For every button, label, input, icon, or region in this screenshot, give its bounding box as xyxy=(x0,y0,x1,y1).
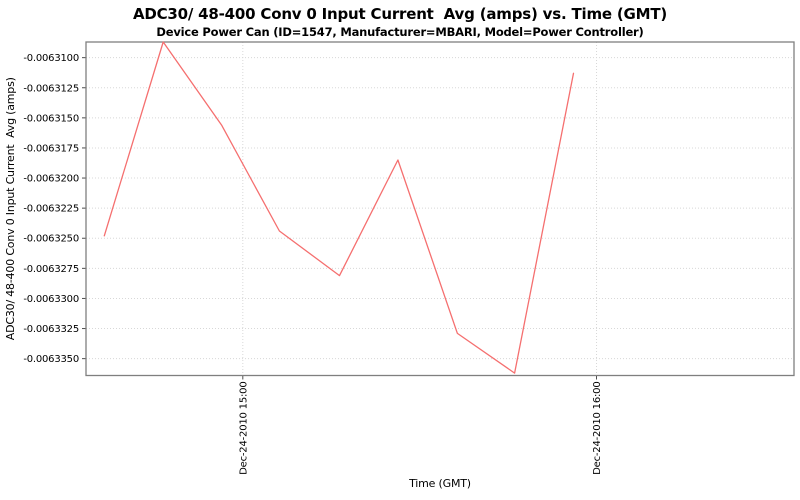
y-tick-label: -0.0063300 xyxy=(23,294,79,305)
x-axis-title: Time (GMT) xyxy=(408,477,471,490)
chart-subtitle: Device Power Can (ID=1547, Manufacturer=… xyxy=(156,25,644,39)
y-tick-label: -0.0063175 xyxy=(23,143,79,154)
y-tick-label: -0.0063100 xyxy=(23,53,79,64)
y-tick-label: -0.0063250 xyxy=(23,234,79,245)
y-tick-label: -0.0063200 xyxy=(23,174,79,185)
y-tick-label: -0.0063150 xyxy=(23,113,79,124)
y-tick-label: -0.0063125 xyxy=(23,83,79,94)
y-tick-label: -0.0063225 xyxy=(23,204,79,215)
y-tick-label: -0.0063325 xyxy=(23,324,79,335)
y-axis-title: ADC30/ 48-400 Conv 0 Input Current Avg (… xyxy=(4,77,17,340)
series-line xyxy=(103,41,575,374)
chart-title: ADC30/ 48-400 Conv 0 Input Current Avg (… xyxy=(132,5,668,23)
y-tick-label: -0.0063275 xyxy=(23,264,79,275)
plot-border xyxy=(85,41,795,377)
x-tick-label: Dec-24-2010 15:00 xyxy=(238,382,249,475)
y-tick-label: -0.0063350 xyxy=(23,354,79,365)
x-tick-label: Dec-24-2010 16:00 xyxy=(592,382,603,475)
